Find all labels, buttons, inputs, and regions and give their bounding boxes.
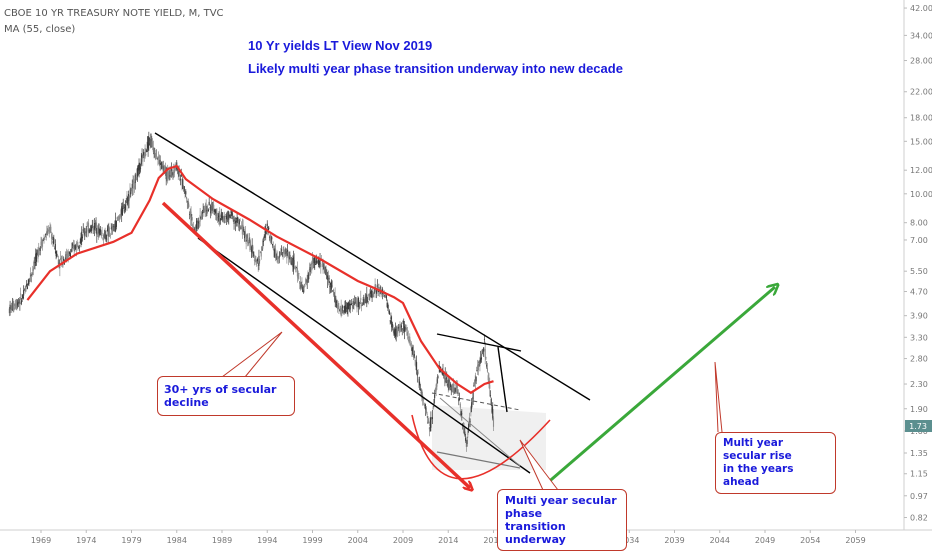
chart-legend: CBOE 10 YR TREASURY NOTE YIELD, M, TVC M… (4, 6, 224, 38)
y-tick-label: 2.80 (910, 355, 928, 364)
channel-lower-line[interactable] (197, 237, 531, 474)
consolidation-zone (432, 405, 546, 470)
resistance-line[interactable] (436, 333, 522, 352)
y-tick-label: 3.30 (910, 333, 928, 342)
y-tick-label: 0.97 (910, 492, 928, 501)
decline-callout: 30+ yrs of secular decline (157, 376, 295, 416)
x-tick-label: 2049 (755, 536, 775, 545)
x-tick-label: 2044 (710, 536, 730, 545)
y-tick-label: 1.15 (910, 470, 928, 479)
y-tick-label: 3.90 (910, 312, 928, 321)
y-tick-label: 0.82 (910, 514, 928, 523)
rise-callout-line2: in the years ahead (723, 463, 794, 488)
x-tick-label: 2034 (619, 536, 639, 545)
y-tick-label: 5.50 (910, 267, 928, 276)
dashed-trend-line[interactable] (431, 392, 521, 411)
y-tick-label: 42.00 (910, 4, 932, 13)
y-tick-label: 34.00 (910, 31, 932, 40)
x-tick-label: 2014 (438, 536, 458, 545)
y-tick-label: 12.00 (910, 166, 932, 175)
moving-average-line (26, 164, 494, 395)
x-axis-ticks: 1969 1974 1979 1984 1989 1994 1999 2004 2009 2014… (31, 530, 866, 545)
channel-upper-line[interactable] (154, 132, 591, 401)
decline-callout-pointer (221, 331, 283, 378)
y-tick-label: 7.00 (910, 236, 928, 245)
x-tick-label: 2054 (800, 536, 820, 545)
indicator-title[interactable]: MA (55, close) (4, 24, 76, 35)
y-tick-label: 15.00 (910, 137, 932, 146)
y-tick-label: 4.70 (910, 288, 928, 297)
y-tick-label: 1.90 (910, 405, 928, 414)
y-tick-label: 18.00 (910, 114, 932, 123)
symbol-title[interactable]: CBOE 10 YR TREASURY NOTE YIELD, M, TVC (4, 8, 224, 19)
x-tick-label: 2004 (348, 536, 368, 545)
transition-callout-line1: Multi year secular phase (505, 494, 617, 520)
secular-rise-arrow[interactable] (544, 287, 775, 487)
x-tick-label: 2009 (393, 536, 413, 545)
x-tick-label: 1969 (31, 536, 51, 545)
wedge-lower-line[interactable] (436, 451, 521, 469)
last-price-badge (905, 420, 932, 432)
x-tick-label: 1999 (302, 536, 322, 545)
y-tick-label: 1.35 (910, 449, 928, 458)
transition-callout-pointer (519, 439, 559, 491)
chart-subtitle-annotation: Likely multi year phase transition under… (248, 61, 623, 76)
y-tick-label: 8.00 (910, 219, 928, 228)
rise-callout-pointer (714, 361, 723, 433)
transition-callout-line2: transition underway (505, 520, 566, 546)
chart-title-annotation: 10 Yr yields LT View Nov 2019 (248, 38, 433, 53)
x-tick-label: 1974 (76, 536, 96, 545)
last-price-label: 1.73 (909, 422, 927, 431)
y-tick-label: 10.00 (910, 190, 932, 199)
rise-callout-line1: Multi year secular rise (723, 437, 792, 462)
y-axis-ticks: 42.00 34.00 28.00 22.00 18.00 15.00 12.00 10.00… (904, 4, 932, 523)
rise-callout: Multi year secular rise in the years ahe… (715, 432, 836, 494)
y-tick-label: 28.00 (910, 57, 932, 66)
x-tick-label: 1994 (257, 536, 277, 545)
wedge-upper-line[interactable] (439, 397, 521, 467)
x-tick-label: 2019 (483, 536, 503, 545)
x-tick-label: 1979 (121, 536, 141, 545)
x-tick-label: 2059 (845, 536, 865, 545)
x-tick-label: 2039 (664, 536, 684, 545)
x-tick-label: 1984 (167, 536, 187, 545)
drop-line[interactable] (497, 346, 508, 413)
x-tick-label: 1989 (212, 536, 232, 545)
y-tick-label: 22.00 (910, 88, 932, 97)
transition-callout: Multi year secular phase transition unde… (497, 489, 627, 551)
y-tick-label: 2.30 (910, 380, 928, 389)
decline-callout-text: 30+ yrs of secular decline (164, 383, 277, 409)
